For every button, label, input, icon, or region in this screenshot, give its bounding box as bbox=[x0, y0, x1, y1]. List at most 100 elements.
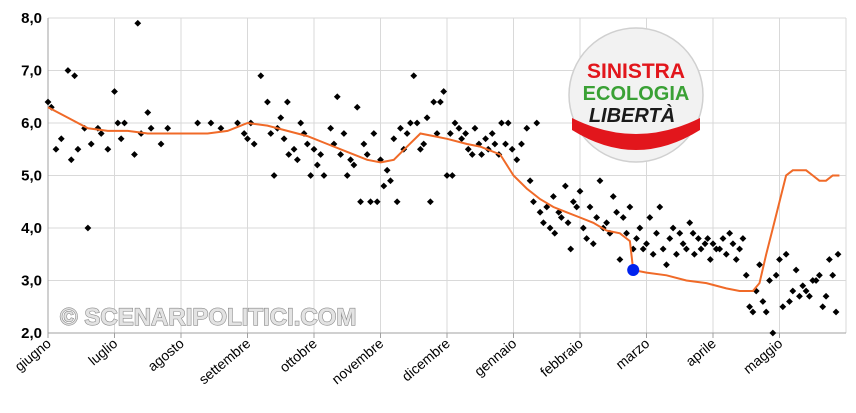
scatter-point bbox=[776, 256, 783, 263]
scatter-point bbox=[293, 156, 301, 164]
watermark-text: © SCENARIPOLITICI.COM bbox=[60, 304, 356, 331]
scatter-point bbox=[613, 208, 620, 216]
scatter-point bbox=[44, 98, 52, 106]
scatter-point bbox=[746, 303, 753, 311]
scatter-point bbox=[458, 135, 466, 143]
scatter-point bbox=[586, 203, 594, 211]
scatter-point bbox=[636, 224, 644, 232]
scatter-point bbox=[144, 109, 152, 116]
x-tick-label: dicembre bbox=[399, 335, 454, 384]
scatter-point bbox=[732, 256, 740, 263]
scatter-point bbox=[393, 198, 401, 206]
logo-disc bbox=[568, 27, 704, 163]
scatter-point bbox=[111, 88, 118, 95]
y-tick-label: 3,0 bbox=[21, 273, 42, 290]
trend-line bbox=[47, 106, 840, 292]
scatter-point bbox=[690, 250, 698, 258]
scatter-point bbox=[317, 151, 325, 158]
scatter-point bbox=[518, 140, 525, 148]
scatter-point bbox=[639, 245, 647, 253]
scatter-point bbox=[523, 124, 531, 132]
scatter-point bbox=[679, 240, 687, 248]
scatter-point bbox=[557, 214, 565, 221]
scatter-point bbox=[573, 203, 581, 211]
scatter-point bbox=[504, 119, 512, 127]
scatter-point bbox=[782, 250, 790, 258]
scatter-point bbox=[726, 229, 734, 237]
scatter-point bbox=[320, 172, 328, 179]
scatter-point bbox=[819, 303, 827, 311]
scatter-point bbox=[280, 135, 288, 143]
scatter-point bbox=[569, 198, 577, 206]
logo-line-1: SINISTRA bbox=[587, 60, 685, 83]
x-tick-label: aprile bbox=[682, 335, 719, 369]
scatter-point bbox=[462, 130, 470, 137]
scatter-point bbox=[380, 182, 388, 190]
scatter-point bbox=[709, 240, 717, 248]
scatter-point bbox=[816, 271, 823, 279]
scatter-point bbox=[729, 240, 737, 248]
scatter-point bbox=[491, 140, 499, 148]
scatter-point bbox=[739, 235, 747, 242]
scatter-point bbox=[267, 130, 275, 137]
scatter-point bbox=[383, 166, 391, 174]
scatter-point bbox=[533, 119, 541, 127]
scatter-point bbox=[157, 140, 165, 148]
scatter-point bbox=[706, 256, 714, 263]
scatter-point bbox=[353, 103, 361, 111]
scatter-point bbox=[759, 298, 767, 305]
scatter-point bbox=[451, 119, 459, 127]
scatter-point bbox=[583, 235, 591, 242]
scatter-point bbox=[131, 151, 138, 158]
scatter-point bbox=[530, 198, 537, 206]
scatter-point bbox=[561, 182, 569, 190]
scatter-point bbox=[250, 140, 258, 148]
scatter-point bbox=[71, 72, 78, 80]
scatter-point bbox=[64, 67, 72, 74]
scatter-point bbox=[596, 177, 604, 185]
scatter-point bbox=[513, 156, 521, 164]
scatter-point bbox=[81, 124, 88, 132]
scatter-point bbox=[217, 124, 225, 132]
scatter-point bbox=[762, 308, 770, 316]
y-tick-label: 6,0 bbox=[21, 115, 42, 132]
scatter-point bbox=[390, 135, 398, 143]
scatter-point bbox=[471, 124, 479, 132]
y-tick-label: 5,0 bbox=[21, 168, 42, 185]
scatter-point bbox=[207, 119, 215, 127]
scatter-point bbox=[701, 240, 709, 248]
x-tick-label: luglio bbox=[85, 335, 120, 368]
scatter-points bbox=[44, 19, 842, 337]
logo-swoosh bbox=[572, 118, 700, 150]
scatter-point bbox=[704, 235, 712, 242]
y-tick-label: 8,0 bbox=[21, 10, 42, 27]
scatter-point bbox=[719, 235, 727, 242]
y-axis-ticks: 2,0 3,0 4,0 5,0 6,0 7,0 8,0 bbox=[21, 10, 42, 342]
scatter-point bbox=[377, 156, 384, 164]
scatter-point bbox=[593, 214, 601, 221]
scatter-point bbox=[337, 151, 344, 158]
scatter-point bbox=[363, 151, 371, 158]
scatter-point bbox=[676, 229, 684, 237]
scatter-point bbox=[540, 219, 547, 227]
scatter-point bbox=[84, 224, 92, 232]
scatter-point bbox=[834, 250, 842, 258]
scatter-point bbox=[646, 214, 654, 221]
scatter-point bbox=[333, 93, 341, 101]
scatter-point bbox=[482, 135, 489, 143]
scatter-point bbox=[307, 172, 315, 179]
scatter-point bbox=[616, 256, 624, 263]
x-tick-label: febbraio bbox=[537, 335, 586, 380]
scatter-point bbox=[284, 98, 291, 106]
scatter-point bbox=[656, 203, 664, 211]
scatter-point bbox=[104, 145, 112, 153]
scatter-point bbox=[464, 145, 472, 153]
scatter-point bbox=[303, 140, 311, 148]
scatter-point bbox=[779, 303, 787, 311]
scatter-point bbox=[694, 235, 702, 242]
scatter-point bbox=[413, 119, 421, 127]
scatter-point bbox=[121, 119, 128, 127]
scatter-point bbox=[455, 124, 463, 132]
scatter-point bbox=[526, 177, 534, 185]
